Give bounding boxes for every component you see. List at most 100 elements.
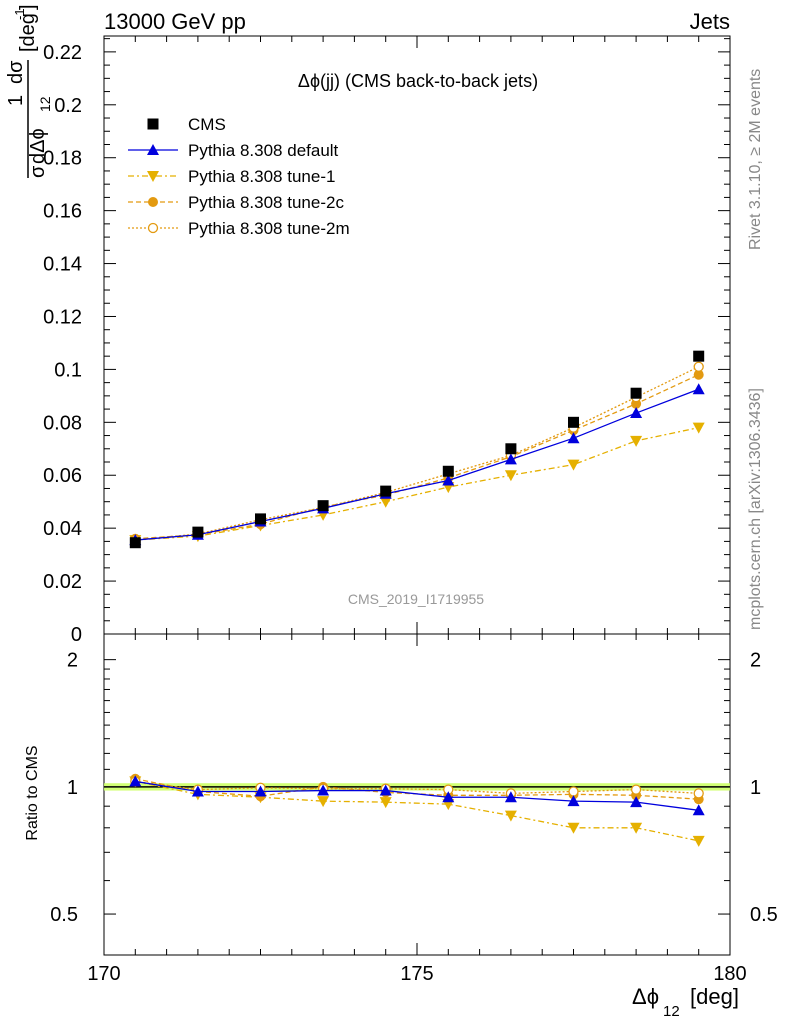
y-tick-label: 0.12 <box>43 306 82 328</box>
ratio-default-point <box>191 785 204 797</box>
ylabel-den-sub: 12 <box>37 96 53 112</box>
main-cms-point <box>129 537 141 549</box>
top-y-axis-label: 1 dσ σ dΔϕ 12 [deg -1 ] <box>5 4 53 178</box>
main-default-line <box>135 388 699 541</box>
y-tick-label: 0.04 <box>43 518 82 540</box>
ratio-tune2m-point <box>568 786 579 797</box>
ratio-default-point <box>129 775 142 787</box>
main-default-point <box>692 383 705 395</box>
main-panel: 0 0.02 0.04 0.06 0.08 0.1 0.12 0.14 0.16 0.18 0.2 0… <box>43 35 731 646</box>
ratio-default-point <box>567 795 580 807</box>
legend: CMS Pythia 8.308 default Pythia 8.308 tune… <box>128 115 350 238</box>
ratio-panel: 170 175 180 0.5 0.5 1 1 2 2 <box>50 36 778 985</box>
legend-tune2m-label: Pythia 8.308 tune-2m <box>188 219 350 238</box>
y-tick-label: 0.18 <box>43 148 82 170</box>
main-cms-point <box>442 465 454 477</box>
main-tune1-point <box>504 470 517 482</box>
y-tick-label: 0.14 <box>43 254 82 276</box>
main-tune1-line <box>135 426 699 541</box>
header-left: 13000 GeV pp <box>104 9 246 34</box>
ratio-default-point <box>379 784 392 796</box>
main-tune1-point <box>567 459 580 471</box>
x-axis-label: Δϕ 12 [deg] <box>632 984 739 1020</box>
ratio-default-point <box>442 791 455 803</box>
legend-tune2c-marker <box>148 197 158 207</box>
main-tune2c-line <box>135 374 699 540</box>
xlabel-unit: [deg] <box>690 984 739 1009</box>
main-cms-point <box>317 500 329 512</box>
y-tick-label: 0.2 <box>54 95 82 117</box>
ratio-tune1-point <box>379 797 392 809</box>
main-tune1-point <box>379 496 392 508</box>
ylabel-num1: 1 <box>5 95 27 106</box>
legend-tune1-marker <box>147 171 159 182</box>
legend-cms-marker <box>147 118 159 130</box>
ylabel-unit-sup: -1 <box>12 8 27 20</box>
y-tick-label: 0.02 <box>43 571 82 593</box>
y-tick-label: 0 <box>71 624 82 646</box>
ylabel-den1: σ <box>27 165 49 178</box>
ratio-y-tick-label-right: 2 <box>750 650 761 672</box>
x-tick-label: 170 <box>87 963 120 985</box>
x-tick-label: 180 <box>713 963 746 985</box>
xlabel-main: Δϕ <box>632 984 659 1009</box>
rivet-label: Rivet 3.1.10, ≥ 2M events <box>747 69 764 250</box>
ratio-default-point <box>254 785 267 797</box>
ratio-default-point <box>630 796 643 808</box>
y-tick-label: 0.06 <box>43 465 82 487</box>
ratio-y-axis-label: Ratio to CMS <box>24 745 41 840</box>
ratio-tune2m-point <box>630 784 642 795</box>
ratio-tune1-line <box>135 780 699 842</box>
main-default-point <box>442 474 455 486</box>
watermark: CMS_2019_I1719955 <box>348 591 484 607</box>
ratio-y-tick-label: 1 <box>67 777 78 799</box>
y-tick-label: 0.16 <box>43 201 82 223</box>
mcplots-label: mcplots.cern.ch [arXiv:1306.3436] <box>747 388 764 630</box>
ratio-y-tick-label-right: 1 <box>750 777 761 799</box>
ratio-tune2m-point <box>693 788 704 799</box>
ylabel-unit: [deg <box>17 13 39 52</box>
legend-tune1-label: Pythia 8.308 tune-1 <box>188 167 335 186</box>
ratio-default-point <box>317 784 330 796</box>
main-tune1-point <box>692 422 705 434</box>
x-tick-label: 175 <box>400 963 433 985</box>
main-cms-point <box>255 513 266 525</box>
main-cms-point <box>568 416 579 428</box>
main-tune2m-line <box>135 366 699 541</box>
main-default-point <box>504 453 517 465</box>
ylabel-num2: dσ <box>5 60 27 84</box>
main-tune1-point <box>630 435 643 447</box>
ratio-tune1-point <box>317 796 330 808</box>
ylabel-den2: dΔϕ <box>27 128 49 164</box>
main-default-point <box>630 407 643 419</box>
ratio-tune1-point <box>504 810 517 822</box>
main-title: Δϕ(jj) (CMS back-to-back jets) <box>298 71 538 91</box>
xlabel-sub: 12 <box>663 1003 680 1020</box>
legend-tune2m-marker <box>147 222 159 234</box>
main-default-point <box>567 432 580 444</box>
legend-default-label: Pythia 8.308 default <box>188 141 339 160</box>
ratio-default-point <box>692 804 705 816</box>
ratio-tune1-point <box>630 822 643 834</box>
ratio-y-tick-label: 0.5 <box>50 904 78 926</box>
y-tick-label: 0.22 <box>43 42 82 64</box>
main-cms-point <box>505 443 517 455</box>
main-cms-point <box>630 387 642 399</box>
ratio-y-tick-label: 2 <box>67 650 78 672</box>
ratio-y-tick-label-right: 0.5 <box>750 904 778 926</box>
y-tick-label: 0.1 <box>54 359 82 381</box>
main-cms-point <box>380 485 392 497</box>
legend-default-marker <box>147 144 159 155</box>
header-right: Jets <box>690 9 730 34</box>
main-cms-point <box>192 526 204 538</box>
ylabel-unit-close: ] <box>17 4 39 10</box>
ratio-default-point <box>504 791 517 803</box>
main-tune2c-point <box>693 369 704 380</box>
y-tick-label: 0.08 <box>43 412 82 434</box>
main-tune2m-point <box>693 361 704 372</box>
legend-cms-label: CMS <box>188 115 226 134</box>
legend-tune2c-label: Pythia 8.308 tune-2c <box>188 193 344 212</box>
main-cms-point <box>693 350 705 362</box>
ratio-tune1-point <box>567 822 580 834</box>
